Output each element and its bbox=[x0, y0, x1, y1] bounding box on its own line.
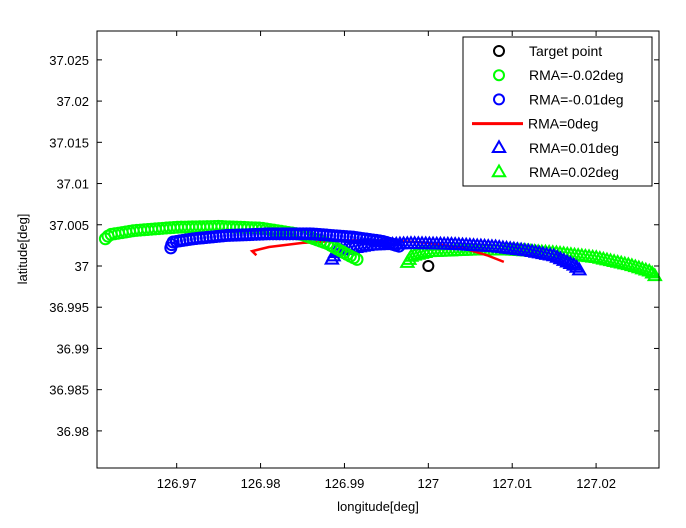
axes-box bbox=[96, 30, 660, 469]
data-point bbox=[646, 267, 663, 282]
target-point-marker bbox=[422, 259, 435, 272]
data-point bbox=[549, 248, 566, 263]
data-point bbox=[571, 261, 588, 276]
data-point bbox=[634, 260, 651, 275]
y-tick-label: 36.985 bbox=[49, 383, 89, 398]
y-tick-label: 36.99 bbox=[56, 341, 89, 356]
data-point bbox=[559, 253, 576, 268]
series-RMA=-0.01deg bbox=[164, 227, 406, 255]
legend-marker bbox=[493, 69, 505, 82]
x-axis: 126.97 126.98 126.99 127 127.01 127.02 bbox=[157, 31, 616, 491]
x-tick-label: 127 bbox=[417, 476, 439, 491]
legend: Target point RMA=-0.02deg RMA=-0.01deg RMA=… bbox=[462, 36, 653, 187]
data-point bbox=[392, 239, 406, 253]
legend-label: RMA=0deg bbox=[528, 116, 598, 132]
legend-marker bbox=[493, 93, 505, 106]
y-tick-label: 37.02 bbox=[56, 94, 89, 109]
y-tick-label: 37.005 bbox=[49, 218, 89, 233]
data-point bbox=[627, 258, 644, 273]
data-point bbox=[565, 256, 582, 271]
x-axis-label: longitude[deg] bbox=[337, 499, 419, 514]
y-tick-label: 36.98 bbox=[56, 424, 89, 439]
y-tick-label: 37.025 bbox=[49, 53, 89, 68]
legend-label: RMA=-0.02deg bbox=[529, 67, 624, 83]
x-tick-label: 126.97 bbox=[157, 476, 197, 491]
x-tick-label: 126.98 bbox=[241, 476, 281, 491]
data-marks bbox=[98, 219, 663, 282]
legend-marker bbox=[491, 163, 507, 178]
y-tick-label: 37.015 bbox=[49, 135, 89, 150]
data-point bbox=[555, 252, 572, 266]
legend-marker bbox=[493, 45, 505, 57]
data-point bbox=[623, 257, 640, 272]
data-point bbox=[637, 261, 654, 276]
x-tick-label: 127.01 bbox=[492, 476, 532, 491]
x-tick-label: 126.99 bbox=[325, 476, 365, 491]
series-Target point bbox=[422, 259, 435, 272]
data-point bbox=[350, 252, 364, 266]
y-tick-label: 37.01 bbox=[56, 177, 89, 192]
data-point bbox=[641, 262, 658, 277]
x-tick-label: 127.02 bbox=[576, 476, 616, 491]
data-point bbox=[562, 255, 579, 270]
legend-marker bbox=[491, 139, 507, 154]
legend-label: RMA=-0.01deg bbox=[529, 91, 624, 107]
y-tick-label: 37 bbox=[75, 259, 89, 274]
legend-label: Target point bbox=[529, 43, 602, 59]
legend-box bbox=[462, 36, 653, 187]
y-axis: 36.98 36.985 36.99 36.995 37 37.005 37.01 37.01… bbox=[49, 53, 659, 439]
legend-label: RMA=0.01deg bbox=[529, 140, 619, 156]
legend-label: RMA=0.02deg bbox=[529, 164, 619, 180]
data-point bbox=[630, 259, 647, 274]
y-tick-label: 36.995 bbox=[49, 300, 89, 315]
data-point bbox=[545, 247, 562, 262]
y-axis-label: latitude[deg] bbox=[15, 214, 30, 285]
data-point bbox=[552, 250, 569, 265]
